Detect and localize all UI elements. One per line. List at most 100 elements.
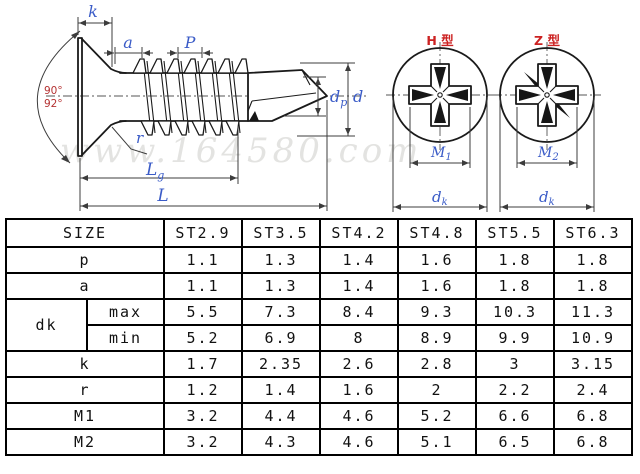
- dim-label-l: L: [156, 186, 168, 206]
- dim-label-m2: M2: [537, 145, 559, 163]
- table-header-row: SIZE ST2.9 ST3.5 ST4.2 ST4.8 ST5.5 ST6.3: [5, 218, 633, 248]
- dim-label-r: r: [136, 129, 144, 147]
- cell: 11.3: [553, 298, 633, 326]
- row-sublabel-max: max: [86, 298, 165, 326]
- cell: 5.1: [397, 428, 477, 456]
- dimension-lines: [37, 17, 355, 211]
- column-header-st6-3: ST6.3: [553, 218, 633, 248]
- cell: 1.1: [163, 246, 243, 274]
- technical-drawing: www.164580.com: [37, 2, 601, 212]
- head-view-z-type: [493, 42, 601, 212]
- dim-label-d: d: [353, 87, 363, 106]
- table-row-m1: M1 3.2 4.4 4.6 5.2 6.6 6.8: [5, 402, 633, 430]
- table-row-k: k 1.7 2.35 2.6 2.8 3 3.15: [5, 350, 633, 378]
- cell: 4.6: [319, 428, 399, 456]
- column-header-st4-8: ST4.8: [397, 218, 477, 248]
- cell: 8: [319, 324, 399, 352]
- cell: 1.4: [319, 246, 399, 274]
- cell: 3.2: [163, 428, 243, 456]
- cell: 1.8: [475, 246, 555, 274]
- row-label: k: [5, 350, 165, 378]
- cell: 2.4: [553, 376, 633, 404]
- cell: 4.6: [319, 402, 399, 430]
- column-header-st4-2: ST4.2: [319, 218, 399, 248]
- row-label: p: [5, 246, 165, 274]
- cell: 6.8: [553, 428, 633, 456]
- dim-label-a: a: [123, 33, 133, 52]
- cell: 1.2: [163, 376, 243, 404]
- row-label: a: [5, 272, 165, 300]
- head-view-h-type: [386, 42, 494, 212]
- cell: 1.8: [553, 246, 633, 274]
- cell: 7.3: [241, 298, 321, 326]
- dim-label-dk-z: dk: [539, 188, 555, 208]
- angle-label-92: 92°: [44, 98, 63, 110]
- cell: 3: [475, 350, 555, 378]
- cell: 6.9: [241, 324, 321, 352]
- dim-label-k: k: [88, 2, 98, 21]
- angle-label-90: 90°: [44, 85, 63, 97]
- cell: 2.6: [319, 350, 399, 378]
- cell: 5.5: [163, 298, 243, 326]
- cell: 9.3: [397, 298, 477, 326]
- drill-point: [247, 69, 328, 122]
- cell: 6.8: [553, 402, 633, 430]
- cell: 1.8: [553, 272, 633, 300]
- row-label: M1: [5, 402, 165, 430]
- row-label: M2: [5, 428, 165, 456]
- cell: 10.3: [475, 298, 555, 326]
- cell: 1.6: [319, 376, 399, 404]
- cell: 4.4: [241, 402, 321, 430]
- cell: 1.3: [241, 246, 321, 274]
- table-row-m2: M2 3.2 4.3 4.6 5.1 6.5 6.8: [5, 428, 633, 456]
- row-label-dk: dk: [5, 298, 88, 352]
- screw-side-view: [77, 37, 328, 157]
- cell: 2.35: [241, 350, 321, 378]
- cell: 1.6: [397, 246, 477, 274]
- head-type-label-z: Z 型: [534, 33, 560, 48]
- cell: 1.4: [241, 376, 321, 404]
- cell: 3.2: [163, 402, 243, 430]
- cell: 3.15: [553, 350, 633, 378]
- watermark-text: www.164580.com: [60, 131, 422, 171]
- cell: 4.3: [241, 428, 321, 456]
- table-row-p: p 1.1 1.3 1.4 1.6 1.8 1.8: [5, 246, 633, 274]
- cell: 6.6: [475, 402, 555, 430]
- spec-table: SIZE ST2.9 ST3.5 ST4.2 ST4.8 ST5.5 ST6.3…: [5, 218, 633, 456]
- cell: 1.3: [241, 272, 321, 300]
- row-sublabel-min: min: [86, 324, 165, 352]
- dim-label-lg: Lg: [145, 160, 164, 182]
- cell: 8.4: [319, 298, 399, 326]
- table-row-dk-min: min 5.2 6.9 8 8.9 9.9 10.9: [6, 324, 633, 352]
- column-header-size: SIZE: [5, 218, 165, 248]
- column-header-st3-5: ST3.5: [241, 218, 321, 248]
- cell: 6.5: [475, 428, 555, 456]
- cell: 1.8: [475, 272, 555, 300]
- thread-crests-top: [132, 58, 249, 74]
- dim-label-dp: dp: [330, 87, 347, 109]
- row-label: r: [5, 376, 165, 404]
- cell: 9.9: [475, 324, 555, 352]
- cell: 5.2: [163, 324, 243, 352]
- column-header-st2-9: ST2.9: [163, 218, 243, 248]
- table-row-a: a 1.1 1.3 1.4 1.6 1.8 1.8: [5, 272, 633, 300]
- cell: 2: [397, 376, 477, 404]
- table-row-dk-max: dk max 5.5 7.3 8.4 9.3 10.3 11.3: [5, 298, 633, 352]
- cell: 2.2: [475, 376, 555, 404]
- table-row-r: r 1.2 1.4 1.6 2 2.2 2.4: [5, 376, 633, 404]
- cell: 2.8: [397, 350, 477, 378]
- cell: 8.9: [397, 324, 477, 352]
- column-header-st5-5: ST5.5: [475, 218, 555, 248]
- cell: 1.1: [163, 272, 243, 300]
- cell: 1.4: [319, 272, 399, 300]
- head-type-label-h: H 型: [426, 33, 454, 48]
- thread-crests-bottom: [140, 120, 240, 136]
- dim-label-dk-h: dk: [432, 188, 448, 208]
- dim-label-m1: M1: [430, 145, 452, 163]
- cell: 1.7: [163, 350, 243, 378]
- cell: 10.9: [553, 324, 633, 352]
- cell: 5.2: [397, 402, 477, 430]
- cell: 1.6: [397, 272, 477, 300]
- dim-label-pitch: P: [184, 33, 196, 52]
